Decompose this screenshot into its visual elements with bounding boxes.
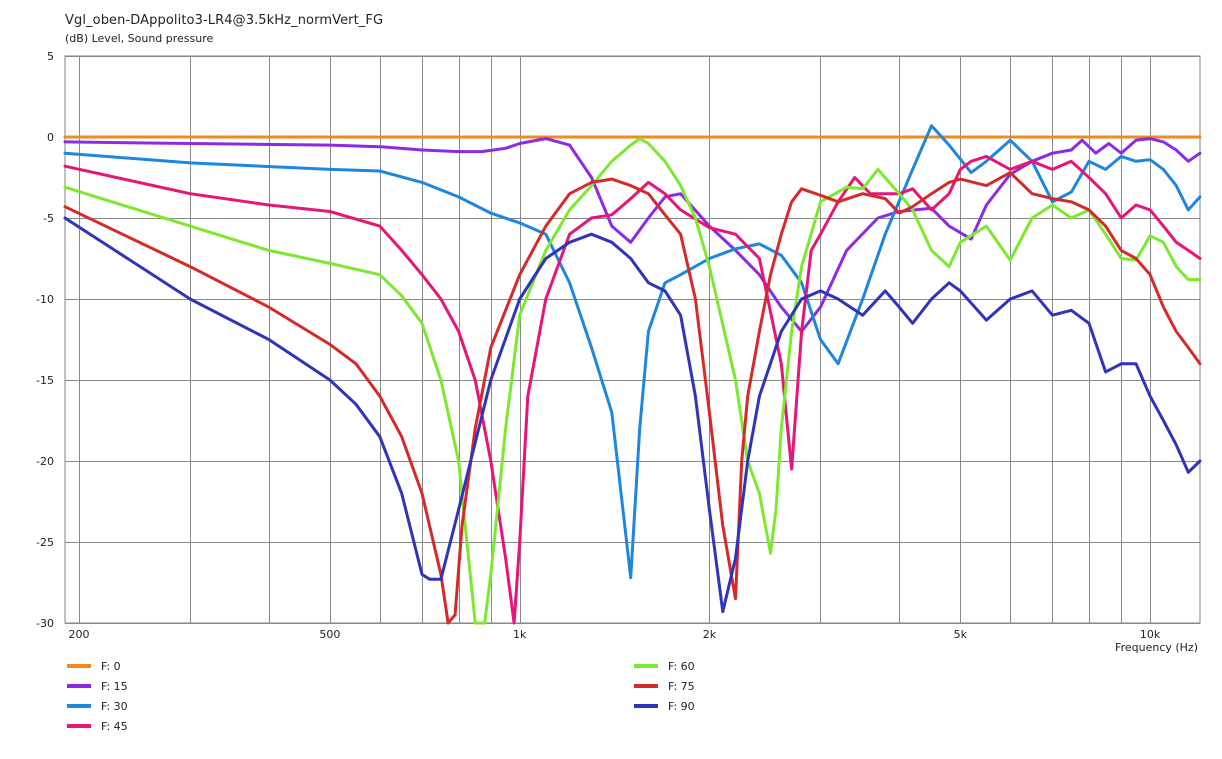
legend-label: F: 15 — [101, 680, 128, 693]
series-line-f-45 — [63, 154, 1202, 625]
x-tick-label: 200 — [69, 628, 90, 641]
legend-label: F: 30 — [101, 700, 128, 713]
chart-title: Vgl_oben-DAppolito3-LR4@3.5kHz_normVert_… — [65, 13, 384, 28]
x-tick-label: 10k — [1140, 628, 1161, 641]
y-tick-label: -15 — [36, 374, 54, 387]
x-tick-label: 2k — [703, 628, 717, 641]
x-tick-label: 500 — [319, 628, 340, 641]
x-tick-label: 1k — [513, 628, 527, 641]
y-axis-label: (dB) Level, Sound pressure — [65, 32, 214, 45]
y-tick-label: -30 — [36, 617, 54, 630]
series-line-f-15 — [63, 137, 1202, 333]
y-tick-label: -5 — [43, 212, 54, 225]
legend-label: F: 90 — [668, 700, 695, 713]
y-tick-label: 0 — [47, 131, 54, 144]
legend: F: 0 F: 15 F: 30 F: 45 F: 60 F: 75 F: 90 — [67, 660, 695, 733]
legend-label: F: 45 — [101, 720, 128, 733]
y-tick-label: -10 — [36, 293, 54, 306]
y-tick-label: -20 — [36, 455, 54, 468]
series-line-f-90 — [63, 216, 1202, 614]
x-tick-label: 5k — [954, 628, 968, 641]
legend-label: F: 60 — [668, 660, 695, 673]
series-line-f-30 — [63, 124, 1202, 580]
y-tick-label: 5 — [47, 50, 54, 63]
legend-label: F: 0 — [101, 660, 121, 673]
series-line-f-60 — [63, 137, 1202, 625]
legend-label: F: 75 — [668, 680, 695, 693]
y-tick-label: -25 — [36, 536, 54, 549]
series-lines — [63, 124, 1202, 625]
x-axis-ticks: 200 500 1k 2k 5k 10k — [69, 628, 1161, 641]
series-line-f-75 — [63, 171, 1202, 625]
x-axis-label: Frequency (Hz) — [1115, 641, 1198, 654]
y-axis-ticks: 5 0 -5 -10 -15 -20 -25 -30 — [36, 50, 54, 630]
